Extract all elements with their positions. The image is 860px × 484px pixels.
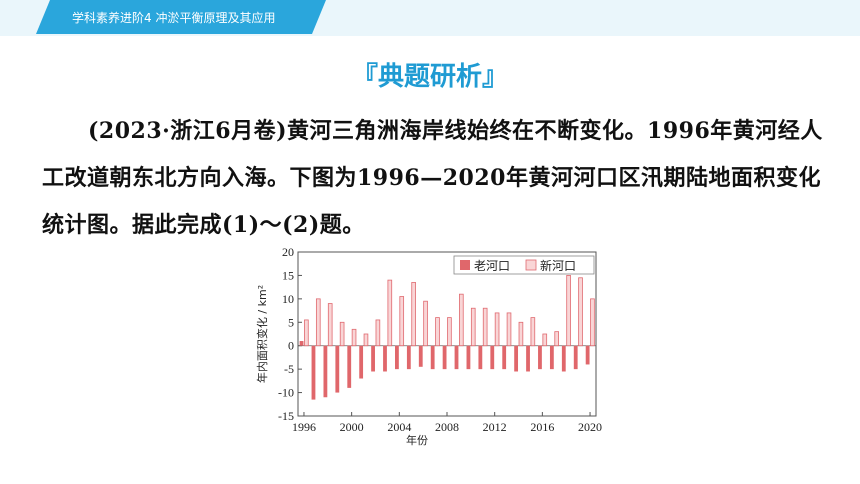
bar-old-river: [442, 345, 447, 370]
bar-new-river: [530, 317, 536, 347]
legend-swatch-new-river: [525, 259, 537, 271]
y-tick-label: -10: [278, 386, 294, 400]
bar-new-river: [447, 317, 452, 347]
y-tick-label: 0: [288, 339, 294, 353]
bar-new-river: [542, 333, 548, 347]
x-axis-label: 年份: [406, 433, 428, 447]
section-title: 『典题研析』: [351, 62, 508, 92]
bar-new-river: [351, 328, 357, 347]
bar-new-river: [506, 312, 512, 347]
bar-new-river: [399, 296, 405, 347]
breadcrumb: 学科素养进阶4 冲淤平衡原理及其应用: [72, 11, 276, 25]
bar-old-river: [526, 345, 530, 372]
legend-box: [453, 255, 595, 275]
bar-new-river: [590, 298, 595, 347]
bar-old-river: [299, 341, 304, 346]
bar-new-river: [435, 317, 440, 347]
bar-old-river: [395, 345, 399, 370]
x-tick-label: 1996: [292, 420, 316, 434]
bar-new-river: [459, 293, 464, 347]
y-tick-label: 15: [282, 268, 294, 282]
x-tick-label: 2008: [435, 420, 459, 434]
bar-new-river: [554, 331, 559, 347]
bar-new-river: [482, 307, 488, 347]
bar-new-river: [470, 307, 476, 347]
y-tick-label: -5: [284, 362, 294, 376]
y-axis-label: 年内面积变化 / km²: [255, 285, 269, 383]
bar-new-river: [423, 300, 428, 347]
bar-old-river: [454, 345, 459, 370]
y-tick-label: 5: [288, 315, 294, 329]
x-tick-label: 2012: [483, 420, 507, 434]
bar-new-river: [411, 282, 416, 347]
bar-old-river: [490, 345, 495, 370]
legend-label-old-river: 老河口: [474, 259, 510, 273]
bar-old-river: [585, 345, 590, 365]
bar-old-river: [573, 345, 578, 370]
bar-old-river: [347, 345, 352, 388]
bar-new-river: [578, 277, 583, 347]
bar-old-river: [430, 345, 435, 370]
legend-label-new-river: 新河口: [540, 258, 576, 273]
top-banner: 学科素养进阶4 冲淤平衡原理及其应用: [0, 0, 860, 36]
bar-new-river: [327, 303, 333, 347]
legend: 老河口 新河口: [453, 255, 595, 275]
y-tick-label: 10: [282, 292, 294, 306]
question-source: (2023·浙江6月卷): [88, 118, 288, 144]
bar-old-river: [561, 345, 566, 372]
question-paragraph: (2023·浙江6月卷)黄河三角洲海岸线始终在不断变化。1996年黄河经人工改道…: [42, 108, 832, 249]
bar-new-river: [363, 333, 369, 347]
bar-old-river: [478, 345, 483, 370]
bar-new-river: [339, 321, 345, 347]
bar-old-river: [549, 345, 554, 370]
bar-old-river: [538, 345, 542, 370]
bar-old-river: [514, 345, 519, 372]
x-tick-label: 2000: [340, 420, 364, 434]
bar-new-river: [566, 275, 571, 347]
y-tick-label: -15: [278, 409, 294, 423]
bar-new-river: [518, 321, 524, 347]
bar-old-river: [335, 345, 340, 393]
bar-old-river: [383, 345, 387, 372]
bar-old-river: [371, 345, 375, 372]
bar-old-river: [418, 345, 423, 367]
y-tick-label: 20: [282, 246, 294, 259]
bar-old-river: [406, 345, 411, 370]
bar-new-river: [304, 319, 309, 347]
bar-old-river: [502, 345, 507, 370]
bar-old-river: [359, 345, 364, 379]
x-tick-label: 2020: [578, 420, 602, 434]
question-text: 黄河三角洲海岸线始终在不断变化。1996年黄河经人工改道朝东北方向入海。下图为1…: [42, 118, 823, 238]
bar-new-river: [387, 279, 393, 347]
x-tick-label: 2004: [387, 420, 411, 434]
area-change-chart: -15 -10 -5 0 5 10 15 20 1996 2000 2004 2008 2012 2016…: [255, 246, 602, 447]
bar-new-river: [315, 298, 321, 347]
x-tick-label: 2016: [530, 420, 554, 434]
legend-swatch-old-river: [460, 260, 470, 270]
section-tab: [36, 0, 326, 34]
bar-old-river: [311, 345, 316, 400]
bar-new-river: [494, 312, 500, 347]
bar-old-river: [466, 345, 471, 370]
bar-old-river: [323, 345, 328, 398]
bar-new-river: [375, 319, 381, 347]
